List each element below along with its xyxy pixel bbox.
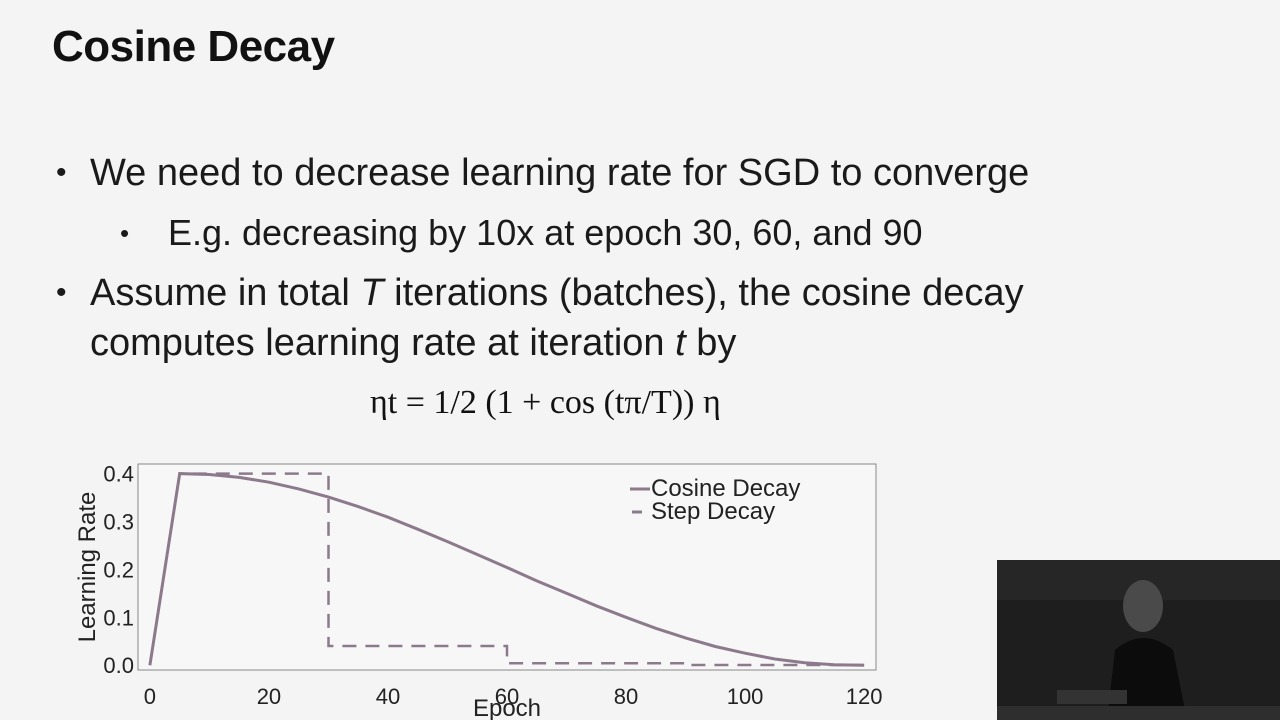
x-tick-label: 100: [727, 684, 764, 709]
bullet-3-line2: computes learning rate at iteration t by: [90, 322, 737, 364]
series-line-step-decay: [148, 472, 865, 667]
y-tick-label: 0.3: [103, 509, 134, 534]
bullet-dot: •: [120, 218, 130, 248]
legend-label: Step Decay: [651, 498, 775, 525]
x-tick-label: 60: [495, 684, 519, 709]
y-tick-label: 0.2: [103, 557, 134, 582]
series-layer: [148, 472, 865, 667]
series-line-cosine-decay: [148, 472, 865, 667]
x-tick-label: 20: [257, 684, 281, 709]
bullet-3: • Assume in total T iterations (batches)…: [56, 268, 1190, 368]
learning-rate-chart: 0 20 40 60 80 100 120 0.0 0.1 0.2 0.3 0.4 Cosine De…: [74, 462, 882, 720]
bullet-dot: •: [56, 156, 67, 189]
bullet-2: • E.g. decreasing by 10x at epoch 30, 60…: [120, 208, 923, 258]
y-tick-label: 0.1: [103, 605, 134, 630]
slide-title: Cosine Decay: [52, 22, 335, 71]
y-tick-label: 0.0: [103, 653, 134, 678]
axis-ticks: 0 20 40 60 80 100 120 0.0 0.1 0.2 0.3 0.4: [103, 462, 882, 709]
presenter-video: [997, 560, 1280, 720]
bullet-1: • We need to decrease learning rate for …: [56, 148, 1030, 198]
bullet-3-line1: Assume in total T iterations (batches), …: [90, 272, 1024, 314]
x-tick-label: 0: [144, 684, 156, 709]
presenter-silhouette: [997, 560, 1280, 720]
x-tick-label: 120: [846, 684, 883, 709]
legend-label: Cosine Decay: [651, 475, 800, 502]
x-axis-label: Epoch: [473, 695, 541, 720]
x-tick-label: 40: [376, 684, 400, 709]
x-tick-label: 80: [614, 684, 638, 709]
y-axis-label: Learning Rate: [74, 492, 101, 643]
bullet-dot: •: [56, 276, 67, 309]
cosine-formula: ηt = 1/2 (1 + cos (tπ/T)) η: [370, 384, 721, 421]
y-tick-label: 0.4: [103, 462, 134, 487]
bullet-2-text: E.g. decreasing by 10x at epoch 30, 60, …: [168, 212, 923, 253]
bullet-1-text: We need to decrease learning rate for SG…: [90, 152, 1030, 194]
